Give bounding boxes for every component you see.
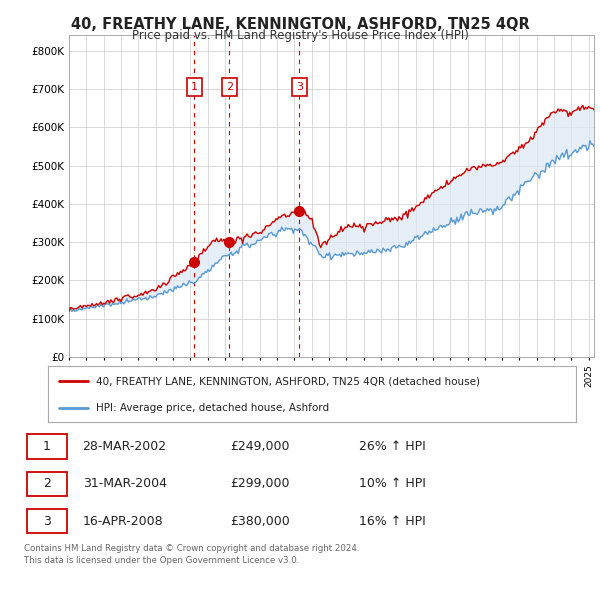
Text: 31-MAR-2004: 31-MAR-2004 bbox=[83, 477, 167, 490]
FancyBboxPatch shape bbox=[27, 509, 67, 533]
Text: 1: 1 bbox=[43, 440, 51, 453]
Text: 10% ↑ HPI: 10% ↑ HPI bbox=[359, 477, 425, 490]
Text: Contains HM Land Registry data © Crown copyright and database right 2024.
This d: Contains HM Land Registry data © Crown c… bbox=[24, 544, 359, 565]
Text: 2: 2 bbox=[226, 82, 233, 92]
Text: 40, FREATHY LANE, KENNINGTON, ASHFORD, TN25 4QR (detached house): 40, FREATHY LANE, KENNINGTON, ASHFORD, T… bbox=[95, 376, 479, 386]
Text: Price paid vs. HM Land Registry's House Price Index (HPI): Price paid vs. HM Land Registry's House … bbox=[131, 30, 469, 42]
Text: 16-APR-2008: 16-APR-2008 bbox=[83, 514, 163, 527]
Text: 26% ↑ HPI: 26% ↑ HPI bbox=[359, 440, 425, 453]
Text: 28-MAR-2002: 28-MAR-2002 bbox=[83, 440, 167, 453]
Text: £299,000: £299,000 bbox=[230, 477, 290, 490]
Text: £249,000: £249,000 bbox=[230, 440, 290, 453]
FancyBboxPatch shape bbox=[27, 471, 67, 496]
Text: 16% ↑ HPI: 16% ↑ HPI bbox=[359, 514, 425, 527]
Text: 3: 3 bbox=[296, 82, 303, 92]
Text: 3: 3 bbox=[43, 514, 51, 527]
Text: 1: 1 bbox=[191, 82, 198, 92]
Text: 2: 2 bbox=[43, 477, 51, 490]
Text: £380,000: £380,000 bbox=[230, 514, 290, 527]
Text: HPI: Average price, detached house, Ashford: HPI: Average price, detached house, Ashf… bbox=[95, 403, 329, 413]
FancyBboxPatch shape bbox=[27, 434, 67, 458]
Text: 40, FREATHY LANE, KENNINGTON, ASHFORD, TN25 4QR: 40, FREATHY LANE, KENNINGTON, ASHFORD, T… bbox=[71, 17, 529, 31]
